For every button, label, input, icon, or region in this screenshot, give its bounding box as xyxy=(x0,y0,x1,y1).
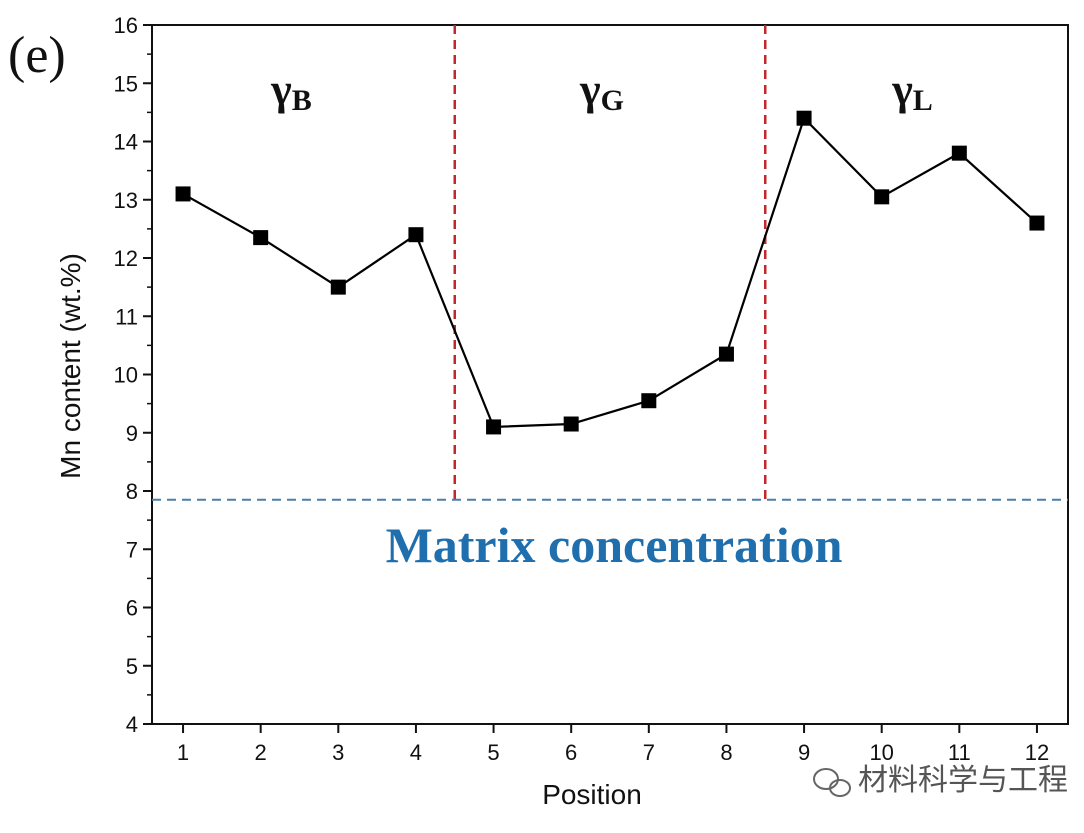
y-tick-label: 5 xyxy=(126,654,138,679)
x-tick-label: 4 xyxy=(410,740,422,765)
panel-label: (e) xyxy=(8,27,66,84)
y-tick-label: 6 xyxy=(126,596,138,621)
text-layer: (e) Mn content (wt.%) Position Matrix co… xyxy=(8,27,933,810)
x-tick-label: 3 xyxy=(332,740,344,765)
x-tick-label: 11 xyxy=(948,740,971,765)
region-symbol: γ xyxy=(891,65,913,114)
region-label-g: γG xyxy=(579,65,624,117)
y-tick-label: 9 xyxy=(126,421,138,446)
region-label-b: γB xyxy=(270,65,312,117)
data-point-marker xyxy=(951,145,967,161)
data-point-marker xyxy=(796,110,812,126)
series-layer xyxy=(175,110,1045,435)
data-point-marker xyxy=(175,186,191,202)
data-point-marker xyxy=(486,419,502,435)
y-tick-label: 11 xyxy=(115,304,138,329)
x-tick-label: 6 xyxy=(565,740,577,765)
x-tick-label: 2 xyxy=(255,740,267,765)
region-symbol: γ xyxy=(270,65,292,114)
x-tick-label: 1 xyxy=(177,740,189,765)
data-point-marker xyxy=(563,416,579,432)
data-point-marker xyxy=(253,230,269,246)
region-subscript: L xyxy=(913,84,933,117)
region-subscript: B xyxy=(292,84,312,117)
y-tick-label: 15 xyxy=(114,71,138,96)
watermark: 材料科学与工程 xyxy=(813,763,1068,798)
reference-lines-layer xyxy=(152,25,1068,501)
y-tick-label: 7 xyxy=(126,537,138,562)
y-tick-label: 10 xyxy=(114,363,138,388)
x-axis-title: Position xyxy=(542,779,642,810)
data-point-marker xyxy=(408,227,424,243)
data-point-marker xyxy=(718,346,734,362)
x-tick-label: 12 xyxy=(1025,740,1049,765)
x-tick-label: 5 xyxy=(487,740,499,765)
y-tick-label: 4 xyxy=(126,712,138,737)
mn-content-line xyxy=(182,116,1038,429)
x-tick-label: 9 xyxy=(798,740,810,765)
y-tick-label: 14 xyxy=(114,130,138,155)
data-point-marker xyxy=(874,189,890,205)
x-tick-label: 8 xyxy=(720,740,732,765)
y-tick-label: 13 xyxy=(114,188,138,213)
watermark-text: 材料科学与工程 xyxy=(858,763,1068,798)
y-tick-label: 16 xyxy=(114,13,138,38)
plot-frame xyxy=(151,24,1069,725)
data-point-marker xyxy=(330,279,346,295)
y-tick-label: 8 xyxy=(126,479,138,504)
data-point-marker xyxy=(1029,215,1045,231)
region-label-l: γL xyxy=(891,65,933,117)
matrix-concentration-label: Matrix concentration xyxy=(386,517,843,573)
wechat-logo-icon xyxy=(813,768,851,797)
region-symbol: γ xyxy=(579,65,601,114)
x-tick-label: 10 xyxy=(869,740,893,765)
x-tick-label: 7 xyxy=(643,740,655,765)
y-tick-label: 12 xyxy=(114,246,138,271)
y-axis-title: Mn content (wt.%) xyxy=(55,253,86,479)
data-point-marker xyxy=(641,393,657,409)
region-subscript: G xyxy=(601,84,624,117)
